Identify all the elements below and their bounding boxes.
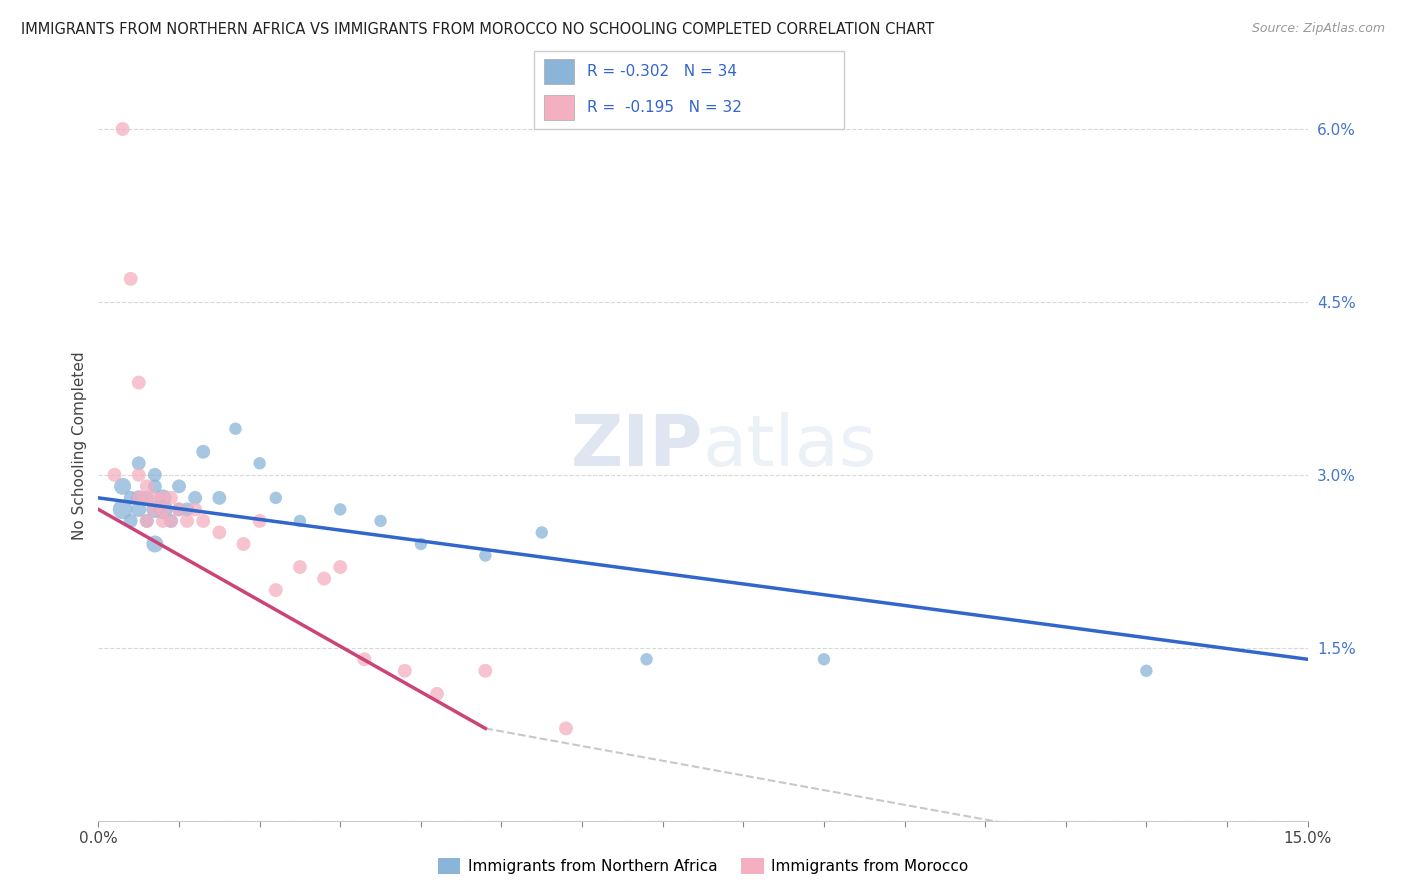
Point (152, 491, 174, 505)
Point (426, 687, 449, 701)
Point (160, 491, 183, 505)
Text: IMMIGRANTS FROM NORTHERN AFRICA VS IMMIGRANTS FROM MOROCCO NO SCHOOLING COMPLETE: IMMIGRANTS FROM NORTHERN AFRICA VS IMMIG… (21, 22, 935, 37)
Point (224, 422, 246, 436)
Point (288, 560, 311, 574)
Point (353, 652, 375, 666)
Bar (544, 95, 575, 120)
Point (152, 502, 174, 516)
Point (111, 502, 134, 516)
Point (135, 491, 157, 505)
Point (193, 514, 215, 528)
Point (184, 502, 207, 516)
Point (394, 664, 416, 678)
Point (813, 652, 835, 666)
Point (184, 491, 207, 505)
Point (314, 572, 336, 586)
Text: Source: ZipAtlas.com: Source: ZipAtlas.com (1251, 22, 1385, 36)
Point (208, 491, 231, 505)
Point (111, 122, 134, 136)
Point (474, 664, 496, 678)
Text: R =  -0.195   N = 32: R = -0.195 N = 32 (586, 100, 742, 115)
Legend: Immigrants from Northern Africa, Immigrants from Morocco: Immigrants from Northern Africa, Immigra… (432, 852, 974, 880)
Text: R = -0.302   N = 34: R = -0.302 N = 34 (586, 63, 737, 78)
Y-axis label: No Schooling Completed: No Schooling Completed (72, 351, 87, 541)
Point (409, 537, 432, 551)
Point (232, 537, 254, 551)
Point (176, 502, 198, 516)
Point (135, 479, 157, 493)
Point (167, 479, 190, 493)
Point (143, 502, 166, 516)
Point (208, 525, 231, 540)
Point (152, 514, 174, 528)
Text: atlas: atlas (703, 411, 877, 481)
Point (143, 491, 166, 505)
Point (288, 514, 311, 528)
Point (128, 376, 150, 390)
Point (120, 272, 142, 286)
Point (160, 514, 183, 528)
Point (329, 502, 352, 516)
Point (167, 502, 190, 516)
Point (176, 514, 198, 528)
Point (128, 491, 150, 505)
Point (249, 514, 271, 528)
Point (120, 491, 142, 505)
Point (103, 467, 125, 482)
Point (264, 583, 287, 598)
Point (128, 491, 150, 505)
Point (264, 491, 287, 505)
Point (370, 514, 392, 528)
Point (135, 491, 157, 505)
Point (1135, 664, 1157, 678)
Point (143, 502, 166, 516)
Point (530, 525, 553, 540)
Point (128, 456, 150, 470)
Point (555, 722, 578, 736)
Point (143, 537, 166, 551)
Point (167, 502, 190, 516)
Point (249, 456, 271, 470)
Point (111, 479, 134, 493)
Point (636, 652, 658, 666)
Point (135, 514, 157, 528)
Point (128, 467, 150, 482)
Point (329, 560, 352, 574)
Point (474, 549, 496, 563)
Point (128, 502, 150, 516)
Text: ZIP: ZIP (571, 411, 703, 481)
Point (143, 467, 166, 482)
Point (143, 479, 166, 493)
Point (152, 502, 174, 516)
Point (135, 514, 157, 528)
Point (120, 514, 142, 528)
Bar (544, 59, 575, 84)
Point (160, 514, 183, 528)
Point (193, 444, 215, 458)
Point (152, 491, 174, 505)
